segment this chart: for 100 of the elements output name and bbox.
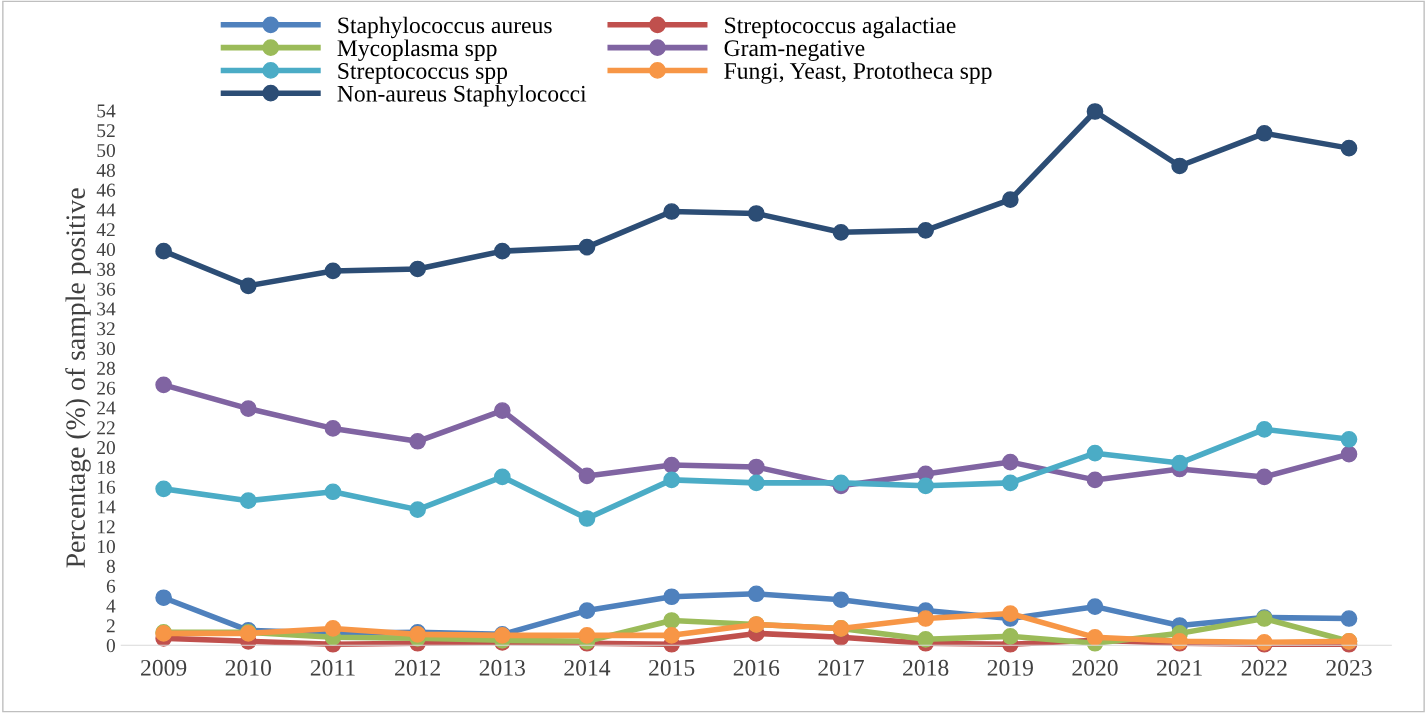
point [1171, 454, 1188, 472]
point [1255, 468, 1273, 486]
point [1340, 139, 1358, 157]
y-tick-label: 14 [98, 500, 116, 514]
point [239, 492, 257, 510]
point [663, 588, 680, 606]
point [409, 501, 426, 518]
point [917, 630, 934, 648]
point [1086, 471, 1104, 489]
y-tick-label: 18 [98, 460, 115, 474]
y-tick-label: 24 [97, 401, 116, 415]
y-tick-label: 12 [98, 520, 115, 534]
legend-label: Streptococcus agalactiae [725, 16, 956, 39]
legend-label: Mycoplasma spp [337, 39, 497, 61]
point [747, 474, 765, 492]
y-tick-label: 38 [97, 262, 115, 276]
point [493, 402, 511, 419]
point [409, 260, 426, 278]
y-tick-label: 52 [97, 124, 115, 138]
x-tick-label: 2023 [1326, 659, 1372, 676]
point [324, 620, 342, 637]
point [1086, 598, 1104, 615]
x-tick-label: 2020 [1072, 659, 1118, 676]
point [1001, 453, 1019, 471]
point [747, 585, 765, 603]
y-tick-label: 22 [97, 421, 115, 435]
point [663, 627, 680, 644]
legend-label: Gram-negative [724, 40, 865, 61]
y-tick-label: 30 [97, 342, 115, 356]
point [324, 483, 342, 501]
y-tick-label: 16 [98, 480, 116, 494]
legend-label: Staphylococcus aureus [338, 16, 552, 39]
point [1001, 191, 1019, 208]
point [578, 602, 596, 619]
point [1001, 605, 1019, 622]
y-tick-label: 26 [97, 381, 116, 395]
x-tick-label: 2012 [395, 659, 440, 676]
point [1340, 610, 1358, 627]
point [324, 420, 342, 437]
point [747, 205, 765, 222]
x-tick-label: 2015 [649, 659, 695, 676]
y-tick-label: 48 [96, 163, 115, 177]
point [1086, 103, 1104, 120]
y-tick-label: 42 [96, 223, 115, 237]
point [324, 262, 342, 280]
point [1001, 474, 1019, 492]
x-tick-label: 2019 [987, 659, 1033, 676]
point [832, 591, 850, 609]
point [155, 589, 172, 607]
y-tick-label: 54 [97, 104, 116, 118]
point [663, 612, 680, 629]
point [578, 510, 596, 527]
y-tick-label: 10 [98, 540, 115, 554]
point [155, 480, 172, 498]
point [578, 238, 596, 256]
y-tick-label: 44 [96, 203, 116, 217]
x-tick-label: 2011 [310, 659, 355, 676]
point [1086, 444, 1104, 462]
x-tick-label: 2016 [733, 659, 780, 676]
y-tick-label: 4 [106, 599, 116, 613]
y-tick-label: 34 [97, 302, 116, 316]
point [155, 376, 172, 394]
point [1171, 157, 1188, 175]
point [747, 458, 765, 476]
point [1340, 430, 1358, 448]
x-tick-label: 2022 [1241, 659, 1287, 676]
y-tick-label: 8 [106, 559, 115, 573]
y-tick-label: 0 [106, 639, 115, 653]
point [917, 477, 934, 495]
point [663, 471, 680, 489]
x-tick-label: 2014 [564, 659, 611, 676]
point [1001, 628, 1019, 645]
x-tick-label: 2018 [903, 659, 949, 676]
point [155, 242, 172, 260]
y-tick-label: 40 [96, 242, 115, 257]
x-tick-label: 2013 [479, 659, 525, 676]
point [493, 242, 511, 260]
x-tick-label: 2009 [141, 659, 187, 676]
point [917, 222, 934, 239]
point [1255, 421, 1273, 438]
point [239, 400, 257, 417]
point [832, 223, 850, 241]
x-tick-label: 2017 [818, 659, 864, 676]
point [1340, 445, 1358, 463]
point [239, 277, 257, 295]
point [493, 468, 511, 486]
point [663, 203, 680, 220]
point [1255, 124, 1273, 142]
x-tick-label: 2010 [225, 659, 272, 676]
y-tick-label: 32 [97, 322, 115, 336]
legend-label: Fungi, Yeast, Prototheca spp [724, 62, 992, 84]
y-tick-label: 50 [97, 143, 115, 158]
y-tick-label: 6 [106, 579, 116, 593]
y-tick-label: 20 [97, 441, 115, 455]
point [578, 467, 596, 485]
y-axis-title: Percentage (%) of sample positive [65, 188, 91, 568]
y-tick-label: 28 [97, 361, 115, 375]
y-tick-label: 2 [106, 619, 115, 633]
point [578, 627, 596, 644]
legend-label: Non-aureus Staphylococci [337, 85, 587, 107]
